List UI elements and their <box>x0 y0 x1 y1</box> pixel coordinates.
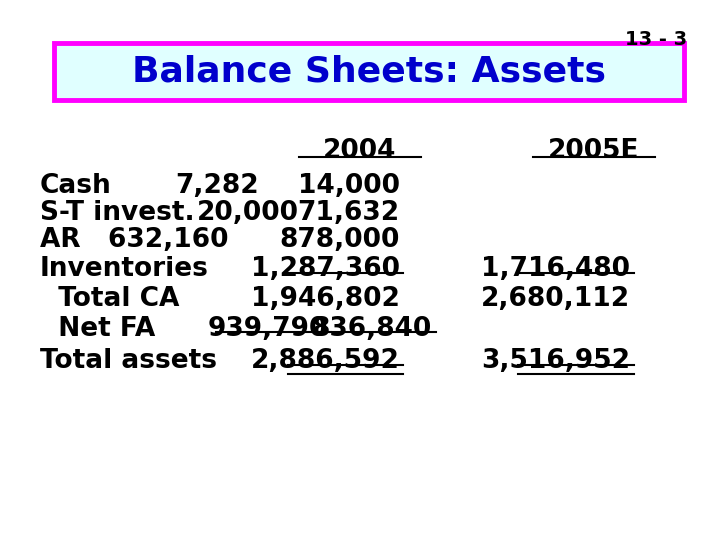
Text: 1,716,480: 1,716,480 <box>481 256 630 282</box>
Text: Net FA: Net FA <box>40 316 155 342</box>
Text: 1,946,802: 1,946,802 <box>251 286 400 312</box>
Text: 2005E: 2005E <box>548 138 640 164</box>
Text: 878,000: 878,000 <box>279 227 400 253</box>
Text: Cash: Cash <box>40 173 112 199</box>
Text: 2004: 2004 <box>323 138 397 164</box>
Text: 20,000: 20,000 <box>197 200 299 226</box>
Text: AR   632,160: AR 632,160 <box>40 227 228 253</box>
Text: 14,000: 14,000 <box>297 173 400 199</box>
Text: 836,840: 836,840 <box>312 316 432 342</box>
Text: 2,680,112: 2,680,112 <box>481 286 630 312</box>
Text: 2,886,592: 2,886,592 <box>251 348 400 374</box>
Text: S-T invest.: S-T invest. <box>40 200 194 226</box>
Text: 939,790: 939,790 <box>207 316 328 342</box>
FancyBboxPatch shape <box>54 43 684 100</box>
Text: 3,516,952: 3,516,952 <box>481 348 630 374</box>
Text: 13 - 3: 13 - 3 <box>626 30 688 49</box>
Text: 71,632: 71,632 <box>297 200 400 226</box>
Text: Inventories: Inventories <box>40 256 209 282</box>
Text: Balance Sheets: Assets: Balance Sheets: Assets <box>132 55 606 89</box>
Text: 1,287,360: 1,287,360 <box>251 256 400 282</box>
Text: 7,282: 7,282 <box>176 173 259 199</box>
Text: Total assets: Total assets <box>40 348 217 374</box>
Text: Total CA: Total CA <box>40 286 179 312</box>
